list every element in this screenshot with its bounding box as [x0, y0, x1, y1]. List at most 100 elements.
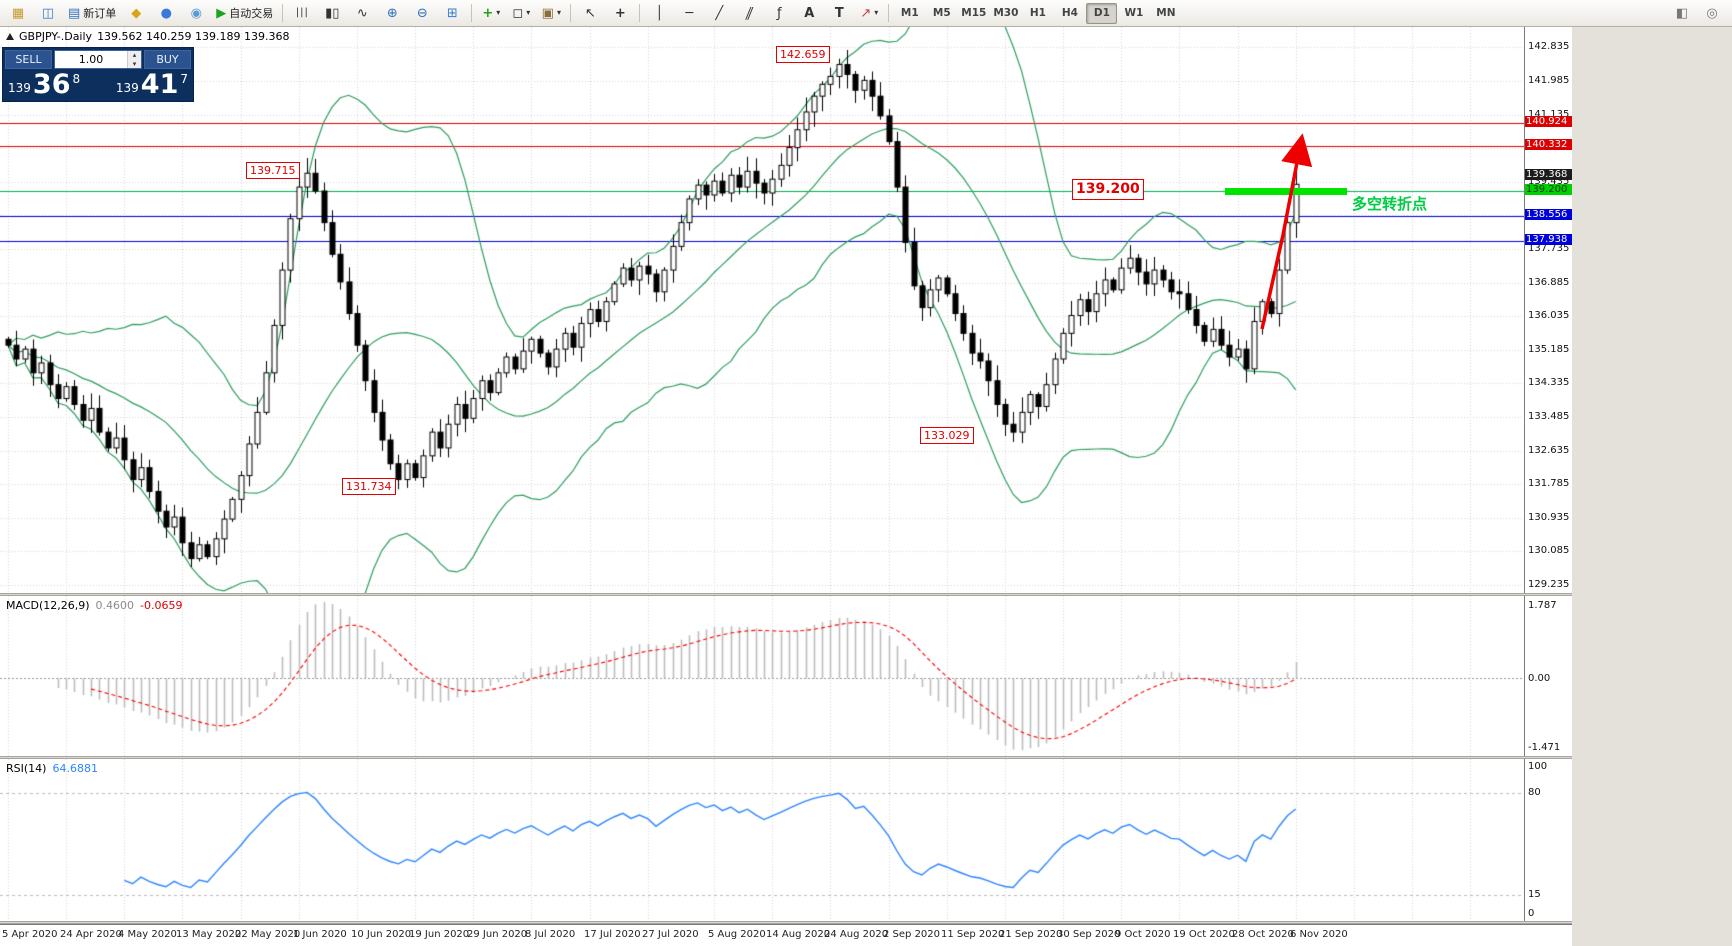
rsi-value: 64.6881: [52, 762, 98, 775]
rsi-axis-label: 80: [1528, 787, 1541, 798]
horizontal-line-tool-button[interactable]: ─: [675, 2, 703, 24]
rsi-header: RSI(14) 64.6881: [6, 762, 98, 775]
crosshair-button[interactable]: +: [606, 2, 634, 24]
candlestick-chart-button[interactable]: ▮▯: [318, 2, 346, 24]
date-label: 21 Sep 2020: [999, 929, 1063, 940]
zoom-in-icon: ⊕: [386, 5, 398, 21]
chart-window-icon: ▦: [11, 5, 25, 21]
timeframe-button-w1[interactable]: W1: [1124, 7, 1144, 19]
main-chart-canvas[interactable]: [0, 27, 1524, 593]
main-toolbar: ▦ ◫ ▤ 新订单 ◆ ● ◉ ▶ 自动交易 ||| ▮▯ ∿ ⊕ ⊖ ⊞ + ▾…: [0, 0, 1732, 27]
chart-symbol: GBPJPY-.Daily: [19, 30, 93, 43]
resistance-level-badge: 140.332: [1525, 139, 1572, 150]
line-chart-button[interactable]: ∿: [348, 2, 376, 24]
timeframe-button-m15[interactable]: M15: [961, 7, 987, 19]
cursor-icon: ↖: [584, 5, 596, 21]
price-axis-label: 132.635: [1528, 445, 1570, 456]
price-axis-label: 131.785: [1528, 478, 1570, 489]
templates-icon: ▣: [541, 5, 554, 21]
profiles-button[interactable]: ◫: [34, 2, 62, 24]
rsi-axis[interactable]: 100 80 15 0: [1524, 759, 1572, 921]
zoom-out-button[interactable]: ⊖: [408, 2, 436, 24]
trendline-tool-button[interactable]: ╱: [705, 2, 733, 24]
toolbar-separator: [282, 4, 284, 22]
support-level-badge: 137.938: [1525, 234, 1572, 245]
trendline-icon: ╱: [715, 5, 724, 21]
main-chart-panel: GBPJPY-.Daily 139.562 140.259 139.189 13…: [0, 27, 1524, 593]
date-label: 19 Oct 2020: [1173, 929, 1235, 940]
new-order-button[interactable]: ▤ 新订单: [64, 2, 120, 24]
history-center-button[interactable]: ◉: [182, 2, 210, 24]
new-chart-button[interactable]: ▦: [4, 2, 32, 24]
timeframe-button-m5[interactable]: M5: [932, 7, 951, 19]
time-axis[interactable]: 5 Apr 2020 24 Apr 2020 4 May 2020 13 May 20…: [0, 924, 1572, 946]
toolbar-separator: [570, 4, 572, 22]
timeframe-button-h4[interactable]: H4: [1061, 7, 1078, 19]
price-axis-label: 141.135: [1528, 109, 1570, 120]
timeframe-button-h1[interactable]: H1: [1029, 7, 1046, 19]
one-click-trade-panel: SELL ▴ ▾ BUY 139 36 8: [2, 47, 194, 102]
price-axis-label: 133.485: [1528, 411, 1570, 422]
autotrading-button[interactable]: ▶ 自动交易: [212, 2, 277, 24]
panel-splitter[interactable]: [0, 921, 1572, 924]
timeframe-button-d1[interactable]: D1: [1086, 2, 1118, 24]
arrow-tools-button[interactable]: ↗ ▾: [855, 2, 883, 24]
text-tool-button[interactable]: A: [795, 2, 823, 24]
annotation-low-131734[interactable]: 131.734: [342, 478, 396, 495]
pivot-level-badge: 139.200: [1525, 184, 1572, 195]
buy-button[interactable]: BUY: [144, 50, 191, 69]
macd-axis-label: 0.00: [1528, 672, 1551, 684]
volume-input[interactable]: [55, 51, 127, 68]
price-axis-label: 136.885: [1528, 277, 1570, 288]
profiles-icon: ◫: [41, 5, 55, 21]
timeframe-button-mn[interactable]: MN: [1156, 7, 1176, 19]
annotation-high-139715[interactable]: 139.715: [246, 162, 300, 179]
turning-point-label[interactable]: 多空转折点: [1352, 195, 1428, 213]
volume-down-button[interactable]: ▾: [128, 59, 141, 68]
date-label: 27 Jul 2020: [642, 929, 699, 940]
settings-button[interactable]: ◎: [1698, 2, 1726, 24]
templates-button[interactable]: ▣ ▾: [537, 2, 565, 24]
scripts-icon: ●: [160, 5, 172, 21]
expert-advisors-button[interactable]: ◆: [122, 2, 150, 24]
fibonacci-tool-button[interactable]: ƒ: [765, 2, 793, 24]
text-icon: A: [804, 5, 815, 21]
panel-splitter[interactable]: [0, 756, 1572, 759]
timeframe-button-m1[interactable]: M1: [900, 7, 919, 19]
zoom-in-button[interactable]: ⊕: [378, 2, 406, 24]
candlestick-chart-icon: ▮▯: [325, 5, 340, 21]
date-label: 24 Aug 2020: [824, 929, 889, 940]
price-axis-label: 137.735: [1528, 243, 1570, 254]
bar-chart-button[interactable]: |||: [288, 2, 316, 24]
tile-windows-button[interactable]: ⊞: [438, 2, 466, 24]
rsi-canvas[interactable]: [0, 759, 1524, 921]
panel-splitter[interactable]: [0, 593, 1572, 596]
price-axis[interactable]: 142.835141.985141.135140.285139.435138.5…: [1524, 27, 1572, 593]
date-label: 17 Jul 2020: [584, 929, 641, 940]
chart-workspace: GBPJPY-.Daily 139.562 140.259 139.189 13…: [0, 27, 1732, 946]
timeframe-button-m30[interactable]: M30: [993, 7, 1019, 19]
indicators-button[interactable]: + ▾: [477, 2, 505, 24]
channel-tool-button[interactable]: ∥: [735, 2, 763, 24]
objects-button[interactable]: ◻ ▾: [507, 2, 535, 24]
macd-canvas[interactable]: [0, 596, 1524, 756]
pivot-highlight-segment[interactable]: [1225, 188, 1347, 195]
buy-price[interactable]: 139 41 7: [116, 71, 188, 98]
volume-up-button[interactable]: ▴: [128, 51, 141, 60]
sell-price[interactable]: 139 36 8: [8, 71, 80, 98]
rsi-label: RSI(14): [6, 762, 47, 775]
annotation-level-139200[interactable]: 139.200: [1072, 179, 1144, 200]
macd-axis[interactable]: 1.787 0.00 -1.471: [1524, 596, 1572, 756]
vertical-line-tool-button[interactable]: │: [645, 2, 673, 24]
date-label: 30 Sep 2020: [1057, 929, 1121, 940]
annotation-low-133029[interactable]: 133.029: [920, 427, 974, 444]
cursor-button[interactable]: ↖: [576, 2, 604, 24]
chevron-down-icon: ▾: [874, 8, 879, 17]
annotation-high-142659[interactable]: 142.659: [776, 46, 830, 63]
scripts-button[interactable]: ●: [152, 2, 180, 24]
text-label-tool-button[interactable]: T: [825, 2, 853, 24]
chart-properties-button[interactable]: ◧: [1668, 2, 1696, 24]
chevron-down-icon: ▾: [556, 8, 561, 17]
toolbar-right-group: ◧ ◎: [1668, 2, 1726, 24]
sell-button[interactable]: SELL: [5, 50, 52, 69]
